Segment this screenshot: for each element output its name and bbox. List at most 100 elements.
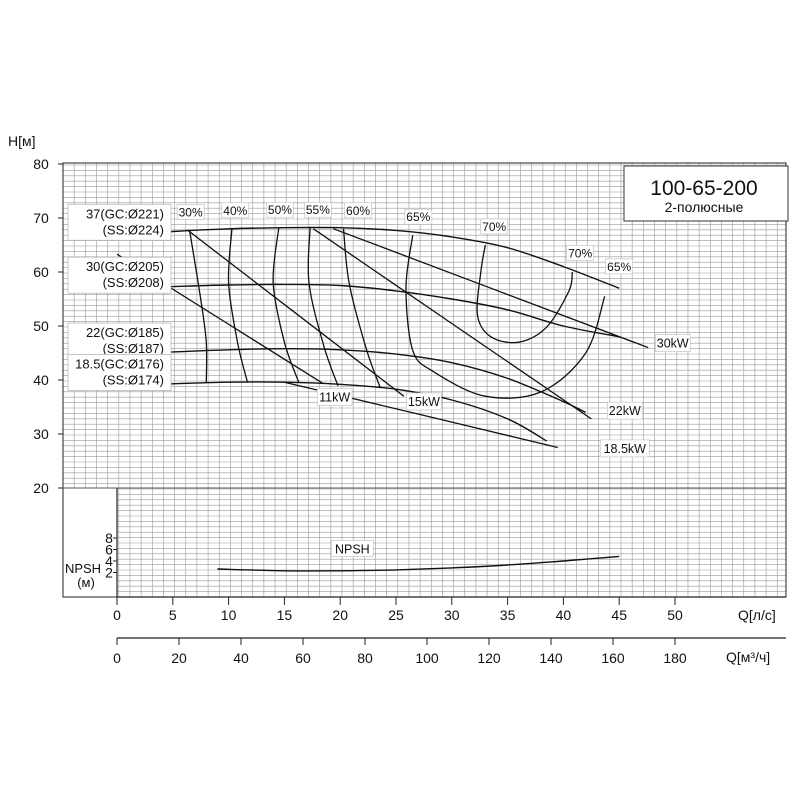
y-tick-label: 50	[33, 318, 49, 334]
x-axis-label-m3h: Q[м³/ч]	[726, 649, 770, 665]
efficiency-curve	[227, 228, 249, 383]
y-tick-label: 70	[33, 210, 49, 226]
power-label: 18.5kW	[604, 442, 647, 456]
efficiency-label: 55%	[306, 203, 330, 217]
power-curve	[333, 228, 649, 349]
head-curve	[116, 283, 620, 338]
npsh-label-box	[331, 540, 374, 557]
npsh-curve	[217, 555, 620, 572]
power-label-box	[316, 388, 353, 406]
npsh-tick-label: 8	[105, 530, 113, 546]
npsh-tick-label: 2	[105, 565, 113, 581]
efficiency-label-box	[566, 245, 594, 261]
x-tick-label-ls: 20	[332, 607, 348, 623]
npsh-curve-label: NPSH	[335, 542, 370, 556]
head-curve-label: (SS:Ø174)	[103, 372, 164, 387]
efficiency-label-box	[304, 201, 332, 218]
y-tick-label: 60	[33, 264, 49, 280]
x-tick-label-m3h: 40	[233, 650, 249, 666]
power-label-box	[607, 401, 643, 420]
head-curve-label: 37(GC:Ø221)	[86, 206, 164, 221]
head-curve-label: 22(GC:Ø185)	[86, 325, 164, 340]
efficiency-label: 50%	[268, 203, 292, 217]
y-tick-label: 80	[33, 156, 49, 172]
head-curve-label-box	[67, 322, 172, 360]
power-label-box	[655, 334, 691, 352]
head-curve	[116, 347, 587, 414]
power-label: 22kW	[609, 404, 641, 418]
efficiency-curve	[307, 227, 339, 387]
x-tick-label-m3h: 120	[477, 650, 501, 666]
power-curve	[313, 228, 592, 420]
power-label: 15kW	[408, 395, 440, 409]
head-curve-label: 18.5(GC:Ø176)	[75, 356, 164, 371]
efficiency-label: 30%	[179, 205, 203, 219]
y-tick-label: 20	[33, 480, 49, 496]
x-tick-label-ls: 35	[500, 607, 516, 623]
efficiency-label: 60%	[346, 204, 370, 218]
x-tick-label-m3h: 180	[663, 650, 687, 666]
efficiency-label-box	[344, 202, 372, 219]
chart-title: 100-65-200	[650, 177, 757, 200]
x-tick-label-ls: 45	[611, 607, 627, 623]
efficiency-curve	[272, 227, 300, 383]
efficiency-label-box	[605, 258, 634, 275]
x-tick-label-ls: 10	[221, 607, 237, 623]
efficiency-label: 70%	[482, 220, 506, 234]
x-tick-label-ls: 15	[277, 607, 293, 623]
efficiency-label: 65%	[406, 210, 430, 224]
chart-subtitle: 2-полюсные	[665, 199, 744, 215]
head-curve	[116, 226, 620, 289]
power-label-box	[406, 392, 442, 411]
efficiency-label-box	[221, 202, 250, 219]
title-box: 100-65-200 2-полюсные	[623, 165, 789, 222]
head-curve	[116, 381, 548, 442]
head-curve-label-box	[67, 256, 172, 294]
efficiency-curve	[405, 235, 606, 399]
power-label: 11kW	[319, 391, 350, 405]
efficiency-label-box	[480, 218, 509, 235]
head-curve-label-box	[67, 203, 172, 241]
x-tick-label-m3h: 20	[171, 650, 187, 666]
x-tick-label-m3h: 100	[415, 650, 439, 666]
efficiency-label-box	[266, 201, 294, 218]
power-label: 30kW	[657, 337, 689, 351]
efficiency-label: 70%	[568, 246, 592, 260]
x-tick-label-ls: 0	[113, 607, 121, 623]
x-tick-label-ls: 40	[556, 607, 572, 623]
x-tick-label-ls: 50	[667, 607, 683, 623]
x-tick-label-m3h: 140	[539, 650, 563, 666]
power-curve	[186, 229, 405, 397]
efficiency-label-box	[176, 204, 205, 220]
efficiency-label-box	[404, 208, 433, 225]
npsh-tick-label: 4	[105, 553, 113, 569]
x-tick-label-m3h: 60	[295, 650, 311, 666]
head-curve-label: (SS:Ø224)	[103, 222, 164, 237]
power-label-box	[599, 439, 650, 458]
efficiency-curve	[188, 229, 208, 383]
y-tick-label: 30	[33, 426, 49, 442]
efficiency-curve	[476, 244, 573, 344]
axes	[58, 163, 786, 645]
y-axis-label: H[м]	[8, 133, 36, 149]
x-tick-label-m3h: 80	[357, 650, 373, 666]
efficiency-label: 65%	[607, 260, 631, 274]
x-tick-label-ls: 5	[169, 607, 177, 623]
head-curve-label: (SS:Ø208)	[103, 275, 164, 290]
head-curve-label: (SS:Ø187)	[103, 341, 164, 356]
head-curve-label-box	[67, 353, 172, 391]
x-tick-label-ls: 30	[444, 607, 460, 623]
power-curve	[284, 381, 558, 449]
npsh-axis-unit: (м)	[77, 575, 95, 590]
efficiency-curve	[342, 228, 382, 389]
efficiency-label: 40%	[223, 204, 247, 218]
x-axis-label-ls: Q[л/с]	[738, 607, 776, 623]
x-tick-label-m3h: 160	[601, 650, 625, 666]
npsh-panel	[62, 487, 118, 598]
x-tick-label-ls: 25	[388, 607, 404, 623]
head-curve-label: 30(GC:Ø205)	[86, 259, 164, 274]
curves	[116, 226, 649, 572]
x-tick-label-m3h: 0	[113, 650, 121, 666]
